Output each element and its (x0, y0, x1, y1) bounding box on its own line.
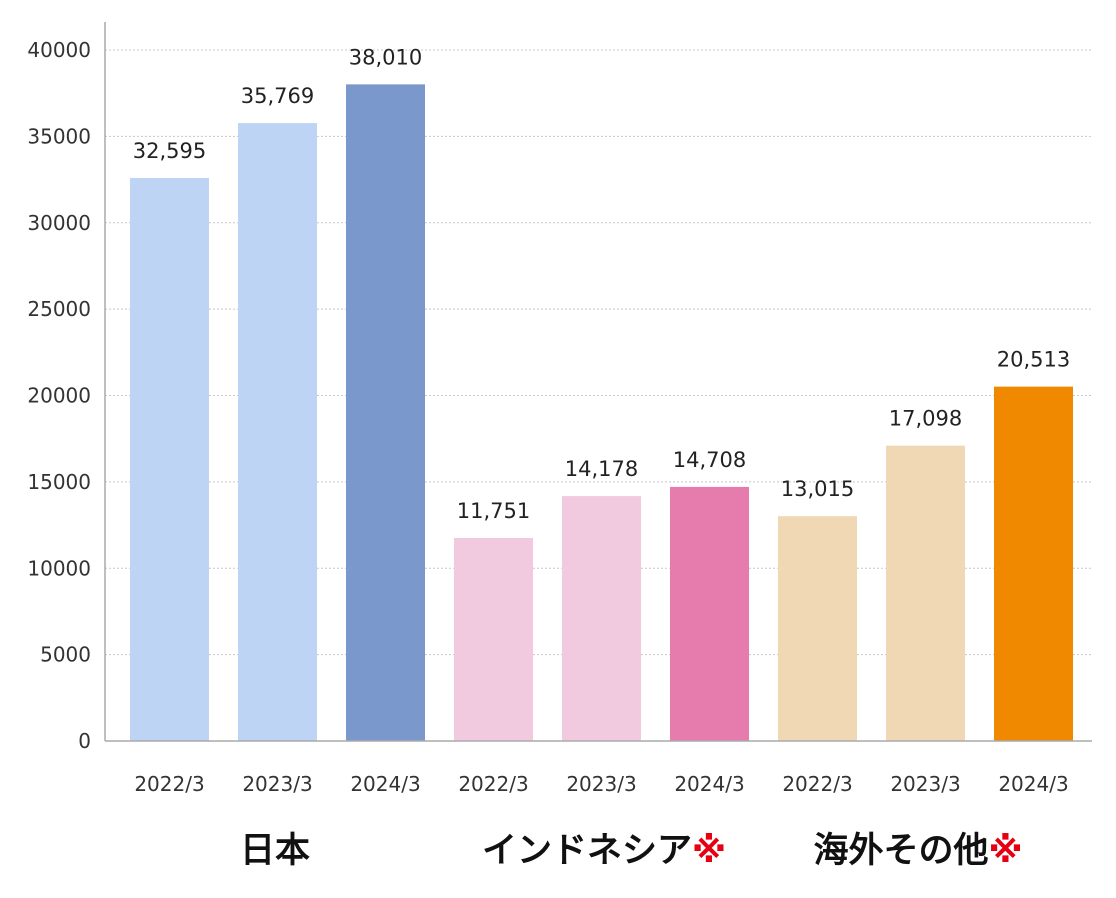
y-tick-label: 5000 (40, 643, 91, 667)
x-tick-label: 2022/3 (134, 772, 204, 796)
bar (778, 516, 857, 741)
x-axis-ticks: 2022/3 2023/3 2024/3 2022/3 2023/3 2024/3 2022… (134, 772, 1068, 796)
group-label-japan: 日本 (240, 822, 310, 873)
data-label: 14,708 (673, 448, 746, 472)
y-tick-label: 40000 (27, 38, 91, 62)
group-label-indonesia-text: インドネシア (481, 831, 692, 871)
data-label: 32,595 (133, 139, 206, 163)
bar (886, 445, 965, 741)
group-label-overseas-other-text: 海外その他 (813, 831, 989, 871)
group-label-japan-text: 日本 (239, 831, 311, 871)
bar (562, 496, 641, 741)
group-label-overseas-other: 海外その他※ (813, 822, 1022, 873)
y-tick-label: 0 (78, 729, 91, 753)
y-tick-label: 30000 (27, 211, 91, 235)
data-labels: 32,595 35,769 38,010 11,751 14,178 14,708 13,0… (133, 45, 1070, 523)
group-label-overseas-other-mark: ※ (988, 831, 1023, 871)
data-label: 20,513 (997, 348, 1070, 372)
x-tick-label: 2024/3 (998, 772, 1068, 796)
x-tick-label: 2023/3 (242, 772, 312, 796)
data-label: 17,098 (889, 407, 962, 431)
data-label: 13,015 (781, 477, 854, 501)
bar (670, 486, 749, 741)
bar (346, 84, 425, 741)
x-tick-label: 2022/3 (782, 772, 852, 796)
bars (130, 84, 1073, 742)
x-tick-label: 2023/3 (890, 772, 960, 796)
x-tick-label: 2022/3 (458, 772, 528, 796)
data-label: 35,769 (241, 84, 314, 108)
y-tick-label: 10000 (27, 556, 91, 580)
x-tick-label: 2024/3 (674, 772, 744, 796)
y-tick-label: 15000 (27, 470, 91, 494)
x-tick-label: 2023/3 (566, 772, 636, 796)
bar (238, 123, 317, 742)
data-label: 38,010 (349, 45, 422, 69)
bar (130, 177, 209, 741)
y-tick-label: 35000 (27, 124, 91, 148)
y-tick-label: 25000 (27, 297, 91, 321)
x-tick-label: 2024/3 (350, 772, 420, 796)
bar (454, 538, 533, 741)
bar (994, 386, 1073, 741)
group-label-indonesia: インドネシア※ (482, 822, 726, 873)
y-tick-label: 20000 (27, 384, 91, 408)
data-label: 14,178 (565, 457, 638, 481)
y-axis-ticks: 0 5000 10000 15000 20000 25000 30000 35000 40000 (27, 38, 91, 753)
data-label: 11,751 (457, 499, 530, 523)
group-label-indonesia-mark: ※ (691, 831, 727, 871)
